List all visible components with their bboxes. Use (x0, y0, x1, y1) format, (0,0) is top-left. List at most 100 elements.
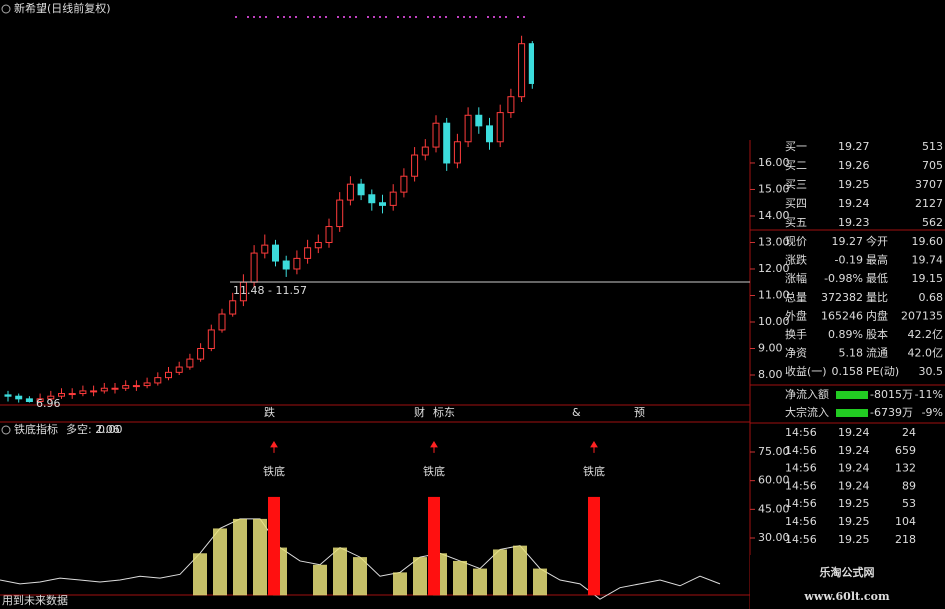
marker-dot (415, 16, 417, 18)
marker-dot (469, 16, 471, 18)
arrow (270, 440, 278, 453)
title: 新希望(日线前复权) (14, 1, 111, 15)
marker-dot (325, 16, 327, 18)
signal-bar (428, 496, 440, 596)
y-tick-label: 16.00 (758, 156, 790, 169)
y-tick-label: 13.00 (758, 235, 790, 248)
value: 0.158 (832, 365, 864, 378)
annotation: 11.48 - 11.57 (233, 284, 307, 297)
candle-body (47, 395, 55, 400)
candle-body (186, 358, 194, 368)
watermark-url: www.60lt.com (803, 590, 890, 603)
price: 19.26 (838, 159, 870, 172)
candle-body (143, 382, 151, 387)
candle-body (250, 252, 258, 283)
histogram-bar (253, 518, 267, 596)
volume: 3707 (915, 178, 943, 191)
label: 净流入额 (785, 387, 829, 401)
event-label: 财 (414, 405, 425, 419)
event-label: & (572, 406, 581, 419)
icon (1, 425, 11, 435)
time: 14:56 (785, 462, 817, 475)
candle-body (165, 371, 172, 379)
marker-dot (277, 16, 279, 18)
y-tick-label: 60.00 (758, 474, 790, 487)
value: 372382 (821, 291, 863, 304)
label: 换手 (785, 327, 807, 341)
label: 买四 (785, 197, 807, 210)
marker-dot (379, 16, 381, 18)
label: PE(动) (866, 365, 899, 378)
signal-label: 铁底 (423, 464, 445, 478)
flow-bar (836, 391, 868, 399)
icon (1, 4, 11, 14)
value: -6739万 (870, 406, 913, 419)
value: -9% (922, 406, 943, 419)
candle-body (379, 202, 386, 206)
marker-dot (493, 16, 495, 18)
candle-body (346, 183, 354, 201)
volume: 104 (895, 515, 916, 528)
volume: 53 (902, 497, 916, 510)
candle-body (336, 199, 344, 228)
histogram-bar (193, 553, 207, 596)
marker-dot (295, 16, 297, 18)
price: 19.27 (838, 140, 870, 153)
value: 5.18 (839, 347, 864, 360)
y-tick-label: 11.00 (758, 288, 790, 301)
value: 0.68 (919, 291, 944, 304)
candle-body (507, 96, 515, 114)
candle-body (304, 247, 312, 259)
candle-body (368, 194, 376, 204)
y-tick-label: 10.00 (758, 315, 790, 328)
candle-body (111, 387, 119, 390)
histogram-bar (513, 545, 527, 596)
value: 42.0亿 (908, 347, 944, 360)
arrow (590, 440, 598, 453)
marker-dot (259, 16, 261, 18)
candle-body (197, 347, 205, 360)
watermark-bg (750, 555, 945, 609)
candle-body (282, 260, 290, 270)
histogram-bar (413, 557, 427, 596)
label: 外盘 (785, 308, 807, 322)
value: 19.15 (912, 272, 944, 285)
candle-body (464, 114, 472, 143)
marker-dot (457, 16, 459, 18)
y-tick-label: 8.00 (758, 368, 783, 381)
value: 30.5 (919, 365, 944, 378)
annotation: 6.96 (36, 397, 61, 410)
marker-dot (235, 16, 237, 18)
candle-body (15, 395, 23, 400)
label: 涨幅 (785, 272, 807, 285)
marker-dot (463, 16, 465, 18)
marker-dot (283, 16, 285, 18)
event-label: 跌 (264, 405, 275, 419)
label: 流通 (866, 346, 888, 360)
y-tick-label: 14.00 (758, 209, 790, 222)
candle-body (325, 226, 333, 243)
marker-dot (445, 16, 447, 18)
marker-dot (367, 16, 369, 18)
label: 净资 (785, 346, 807, 360)
time: 14:56 (785, 426, 817, 439)
marker-dot (373, 16, 375, 18)
value: 165246 (821, 309, 863, 322)
candle-body (400, 175, 408, 193)
value: -0.19 (835, 254, 863, 267)
marker-dot (253, 16, 255, 18)
candle-body (389, 191, 397, 206)
candle-body (218, 313, 226, 331)
price: 19.25 (838, 178, 870, 191)
histogram-bar (533, 568, 547, 596)
y-tick-label: 75.00 (758, 445, 790, 458)
marker-dot (487, 16, 489, 18)
signal-bar (588, 496, 600, 596)
marker-dot (505, 16, 507, 18)
label: 买五 (785, 216, 807, 229)
marker-dot (289, 16, 291, 18)
candle-body (421, 146, 429, 156)
marker-dot (397, 16, 399, 18)
histogram-bar (353, 557, 367, 596)
indicator-extra: 0.00 (98, 423, 123, 436)
